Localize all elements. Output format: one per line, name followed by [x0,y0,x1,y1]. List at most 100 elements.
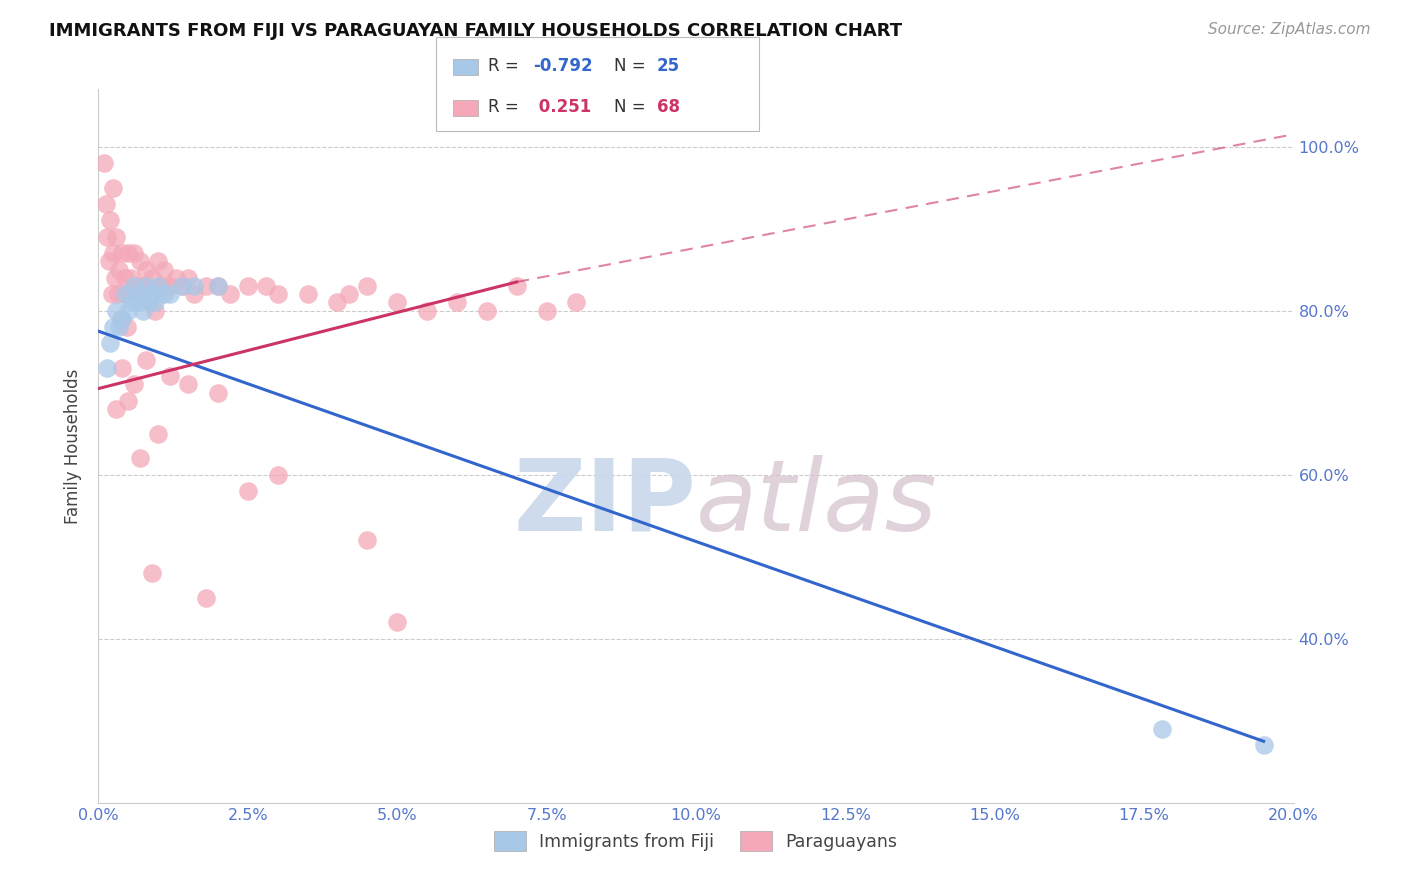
Point [565,295,588,310]
Text: N =: N = [614,57,651,75]
Point [138,295,160,310]
Point [112,287,135,301]
Point [94,197,117,211]
Point [104,270,127,285]
Text: R =: R = [488,57,524,75]
Point [120,295,142,310]
Point [124,279,146,293]
Point [129,254,152,268]
Text: N =: N = [614,98,651,116]
Point [98,336,122,351]
Point [416,303,439,318]
Point [172,279,194,293]
Point [356,533,378,548]
Point [195,279,218,293]
Point [446,295,468,310]
Point [127,295,149,310]
Point [536,303,558,318]
Y-axis label: Family Households: Family Households [65,368,83,524]
Point [98,254,121,268]
Point [105,303,128,318]
Point [138,295,160,310]
Point [129,287,152,301]
Point [141,270,163,285]
Point [207,279,229,293]
Point [108,262,131,277]
Text: -0.792: -0.792 [533,57,592,75]
Point [236,279,259,293]
Point [110,311,132,326]
Point [127,279,149,293]
Text: R =: R = [488,98,524,116]
Legend: Immigrants from Fiji, Paraguayans: Immigrants from Fiji, Paraguayans [488,824,904,858]
Point [96,230,118,244]
Point [153,262,176,277]
Text: Source: ZipAtlas.com: Source: ZipAtlas.com [1208,22,1371,37]
Point [103,180,125,194]
Point [98,213,122,227]
Point [124,377,146,392]
Point [183,279,205,293]
Point [339,287,361,301]
Point [117,246,139,260]
Text: 25: 25 [657,57,679,75]
Point [326,295,349,310]
Point [159,287,181,301]
Point [165,270,187,285]
Point [148,279,170,293]
Point [141,566,163,581]
Point [207,279,229,293]
Text: atlas: atlas [696,455,938,551]
Point [475,303,498,318]
Point [108,320,131,334]
Point [297,287,319,301]
Point [267,467,290,482]
Point [103,320,125,334]
Point [385,615,409,630]
Point [105,230,128,244]
Point [148,426,170,441]
Point [183,287,205,301]
Point [135,352,157,367]
Point [141,287,163,301]
Point [254,279,277,293]
Point [159,279,181,293]
Point [135,262,157,277]
Text: 0.251: 0.251 [533,98,591,116]
Point [117,303,139,318]
Point [148,254,170,268]
Text: 68: 68 [657,98,679,116]
Point [107,287,129,301]
Point [195,591,218,605]
Point [177,377,200,392]
Point [117,393,139,408]
Point [207,385,229,400]
Point [143,295,166,310]
Point [177,270,200,285]
Point [385,295,409,310]
Point [114,270,136,285]
Point [150,279,173,293]
Point [115,320,138,334]
Point [111,361,134,376]
Point [135,279,157,293]
Point [153,287,176,301]
Point [96,361,118,376]
Point [172,279,194,293]
Point [219,287,242,301]
Point [93,156,115,170]
Point [124,246,146,260]
Point [159,369,181,384]
Point [236,484,259,499]
Point [1152,722,1174,736]
Point [132,279,155,293]
Point [129,451,152,466]
Point [267,287,290,301]
Point [100,287,122,301]
Point [120,270,142,285]
Point [356,279,378,293]
Text: IMMIGRANTS FROM FIJI VS PARAGUAYAN FAMILY HOUSEHOLDS CORRELATION CHART: IMMIGRANTS FROM FIJI VS PARAGUAYAN FAMIL… [49,22,903,40]
Point [143,303,166,318]
Point [506,279,529,293]
Point [111,311,134,326]
